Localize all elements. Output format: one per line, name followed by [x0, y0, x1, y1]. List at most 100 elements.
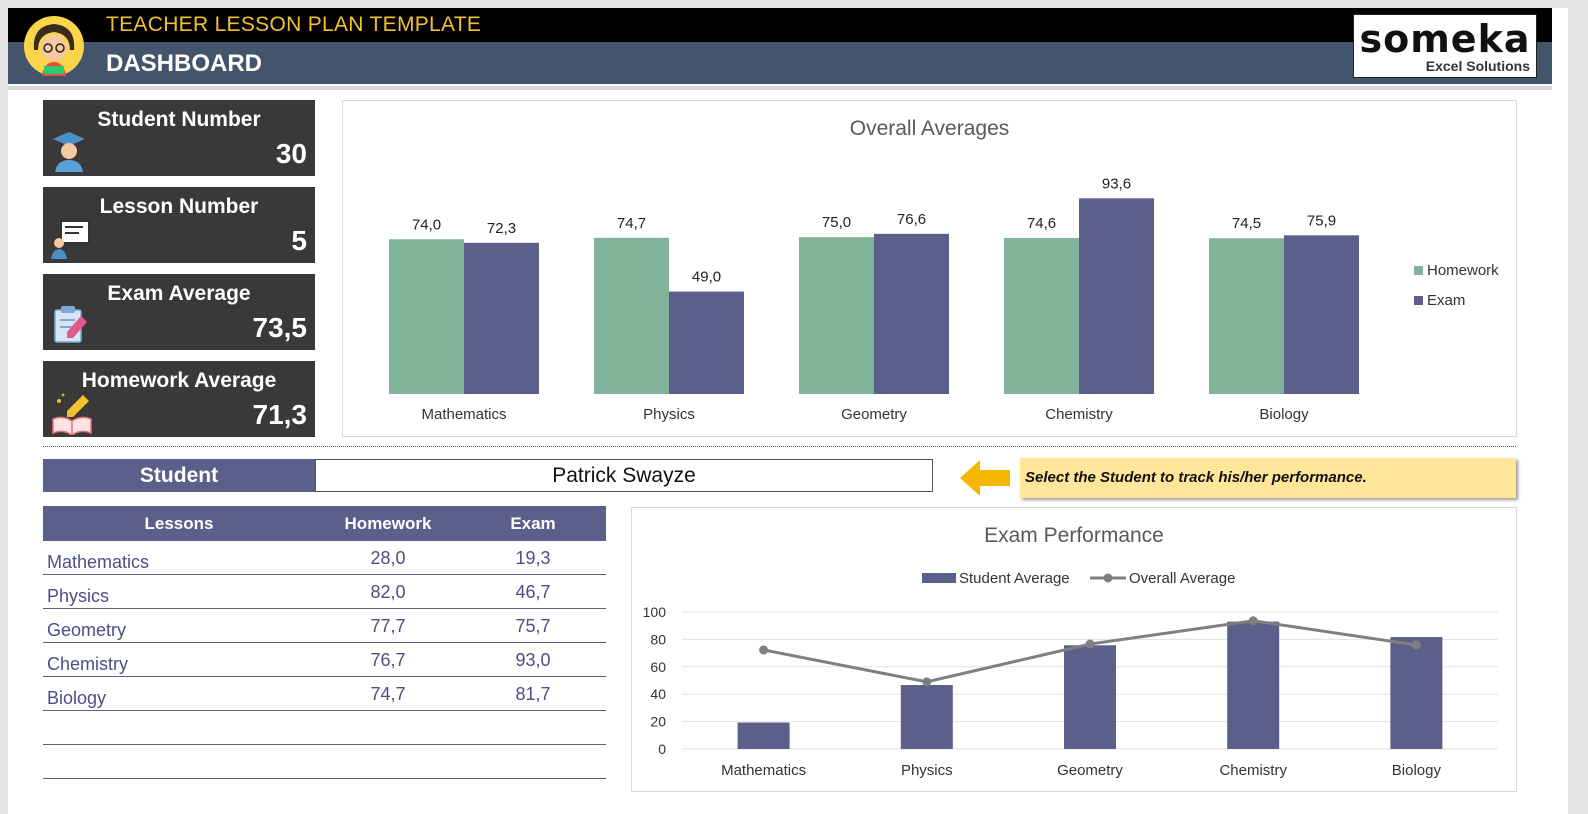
teacher-board-icon: [51, 220, 90, 259]
x-tick-label: Physics: [901, 762, 953, 779]
bar-homework: [799, 237, 874, 394]
header-exam: Exam: [510, 514, 556, 533]
exam-value: 75,7: [515, 616, 551, 636]
x-tick-label: Mathematics: [421, 406, 506, 423]
exam-performance-plot: 0 20 40 60 80 100 Mathematics Physics Geometry Ch…: [643, 570, 1498, 779]
kpi-exam-average: Exam Average 73,5: [43, 274, 315, 350]
lesson-name: Chemistry: [47, 654, 129, 674]
lessons-table: Lessons Homework Exam Mathematics 28,0 1…: [43, 506, 606, 779]
bar-exam: [669, 291, 744, 394]
chart-title: Exam Performance: [984, 524, 1164, 547]
exam-performance-chart: Exam Performance 0 20 40 60 80 100 Mathematics…: [631, 507, 1517, 792]
legend-label: Overall Average: [1129, 570, 1235, 587]
kpi-value: 30: [275, 138, 307, 169]
student-label: Student: [43, 459, 315, 492]
someka-logo[interactable]: someka Excel Solutions: [1353, 14, 1537, 78]
exam-value: 46,7: [515, 582, 551, 602]
legend-swatch: [1414, 296, 1423, 305]
kpi-label: Lesson Number: [99, 195, 259, 218]
legend-swatch: [1414, 266, 1423, 275]
section-divider: [43, 446, 1516, 447]
kpi-label: Homework Average: [81, 369, 277, 392]
legend-marker: [1103, 573, 1113, 583]
y-tick-label: 20: [650, 714, 666, 730]
app-title: TEACHER LESSON PLAN TEMPLATE: [106, 13, 482, 36]
bar-exam: [1079, 198, 1154, 394]
arrow-left-icon: [960, 460, 1010, 496]
legend-label: Homework: [1427, 262, 1499, 279]
bar-student-average: [1390, 637, 1443, 749]
bar-homework: [594, 237, 669, 394]
bar-exam: [1284, 235, 1359, 394]
kpi-label: Exam Average: [107, 282, 251, 305]
logo-tagline: Excel Solutions: [1425, 58, 1530, 74]
data-label: 72,3: [487, 220, 516, 237]
exam-paper-icon: [54, 306, 87, 343]
table-row: [43, 711, 606, 745]
header-lessons: Lessons: [144, 514, 214, 533]
data-label: 75,0: [822, 214, 851, 231]
legend-label: Exam: [1427, 292, 1465, 309]
student-select[interactable]: Patrick Swayze: [315, 459, 933, 492]
point-overall-average: [1411, 640, 1421, 650]
header-homework: Homework: [344, 514, 432, 533]
bar-exam: [464, 242, 539, 394]
table-row: Biology 74,7 81,7: [43, 677, 606, 711]
teacher-avatar-icon: [24, 16, 84, 76]
table-row: Mathematics 28,0 19,3: [43, 541, 606, 575]
bar-homework: [1209, 238, 1284, 394]
bar-student-average: [1227, 621, 1280, 749]
overall-averages-plot: 74,0 72,3 Mathematics 74,7 49,0 Physics 75,0 76…: [389, 175, 1499, 423]
homework-value: 77,7: [370, 616, 406, 636]
x-tick-label: Chemistry: [1219, 762, 1287, 779]
subtitle-bar: [8, 42, 1552, 84]
overall-averages-chart: Overall Averages 74,0 72,3 Mathematics 74,7…: [342, 100, 1517, 437]
data-label: 74,7: [617, 215, 646, 232]
point-overall-average: [1085, 639, 1095, 649]
point-overall-average: [1248, 616, 1258, 626]
page-title: DASHBOARD: [106, 50, 262, 77]
table-row: [43, 745, 606, 779]
selection-hint: Select the Student to track his/her perf…: [1020, 458, 1516, 498]
legend-swatch: [922, 573, 956, 583]
table-row: Chemistry 76,7 93,0: [43, 643, 606, 677]
homework-value: 74,7: [370, 684, 406, 704]
exam-value: 19,3: [515, 548, 551, 568]
legend-label: Student Average: [959, 570, 1070, 587]
bar-homework: [389, 239, 464, 394]
kpi-value: 73,5: [252, 312, 308, 343]
data-label: 75,9: [1307, 212, 1336, 229]
x-tick-label: Physics: [643, 406, 695, 423]
data-label: 74,6: [1027, 215, 1056, 232]
bar-exam: [874, 233, 949, 394]
kpi-value: 5: [291, 225, 307, 256]
x-tick-label: Geometry: [1057, 762, 1123, 779]
exam-value: 81,7: [515, 684, 551, 704]
kpi-homework-average: Homework Average 71,3: [43, 361, 315, 437]
x-tick-label: Biology: [1259, 406, 1309, 423]
chart-title: Overall Averages: [849, 117, 1010, 140]
y-tick-label: 100: [643, 604, 667, 620]
data-label: 49,0: [692, 269, 721, 286]
kpi-lesson-number: Lesson Number 5: [43, 187, 315, 263]
lesson-name: Geometry: [47, 620, 127, 640]
lesson-name: Biology: [47, 688, 107, 708]
homework-value: 82,0: [370, 582, 406, 602]
y-tick-label: 40: [650, 686, 666, 702]
kpi-label: Student Number: [97, 108, 261, 131]
y-tick-label: 60: [650, 659, 666, 675]
bar-homework: [1004, 238, 1079, 394]
table-header: Lessons Homework Exam: [43, 506, 606, 541]
bar-student-average: [900, 685, 953, 749]
exam-value: 93,0: [515, 650, 551, 670]
x-tick-label: Geometry: [841, 406, 907, 423]
logo-text: someka: [1359, 17, 1531, 61]
graduate-icon: [53, 132, 85, 172]
data-label: 74,0: [412, 216, 441, 233]
point-overall-average: [759, 645, 769, 655]
x-tick-label: Mathematics: [721, 762, 806, 779]
title-bar: [8, 8, 1552, 42]
y-tick-label: 0: [658, 741, 666, 757]
bar-student-average: [1064, 645, 1116, 749]
lesson-name: Physics: [47, 586, 110, 606]
